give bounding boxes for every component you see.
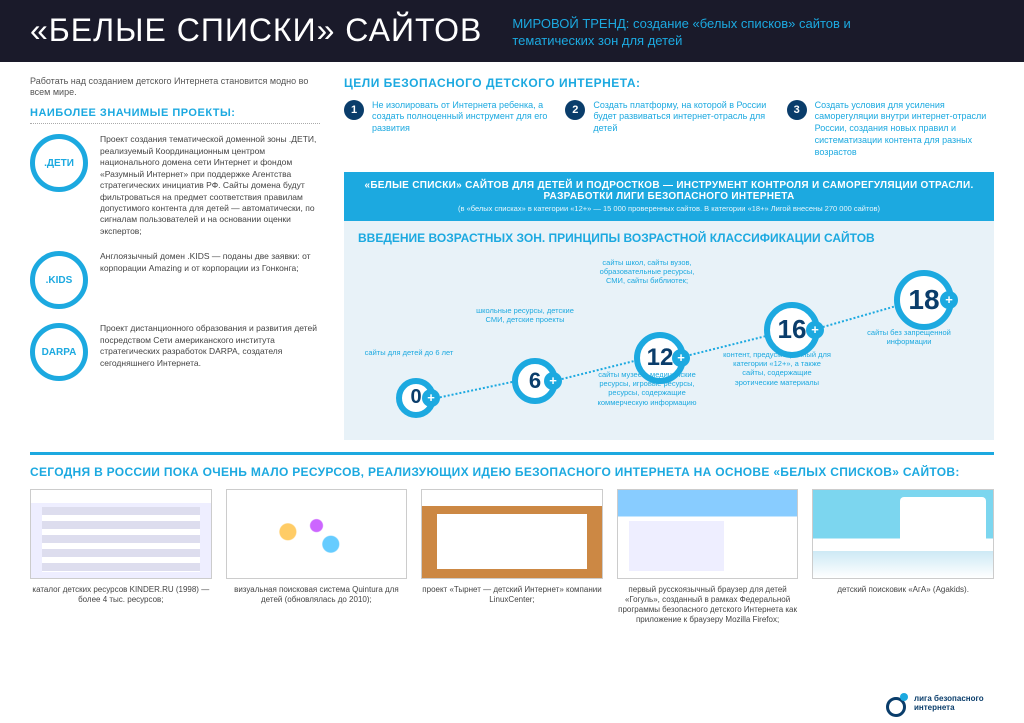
projects-title: НАИБОЛЕЕ ЗНАЧИМЫЕ ПРОЕКТЫ: [30, 107, 320, 124]
goals-row: 1 Не изолировать от Интернета ребенка, а… [344, 100, 994, 158]
bluebar-line1: «БЕЛЫЕ СПИСКИ» САЙТОВ ДЛЯ ДЕТЕЙ И ПОДРОС… [354, 180, 984, 202]
main-area: Работать над созданием детского Интернет… [0, 62, 1024, 440]
card-caption: первый русскоязычный браузер для детей «… [617, 585, 799, 625]
plus-icon: + [940, 291, 958, 309]
plus-icon: + [672, 349, 690, 367]
bottom-section: СЕГОДНЯ В РОССИИ ПОКА ОЧЕНЬ МАЛО РЕСУРСО… [0, 465, 1024, 625]
age-label: сайты для детей до 6 лет [354, 348, 464, 357]
project-badge: .KIDS [30, 251, 88, 309]
age-label: сайты музеев, медицинские ресурсы, игров… [592, 370, 702, 408]
goal-number: 2 [565, 100, 585, 120]
card-thumbnail [617, 489, 799, 579]
card-caption: каталог детских ресурсов KINDER.RU (1998… [30, 585, 212, 605]
plus-icon: + [422, 389, 440, 407]
goal-number: 1 [344, 100, 364, 120]
goal-text: Создать условия для усиления саморегуляц… [815, 100, 994, 158]
intro-text: Работать над созданием детского Интернет… [30, 76, 320, 99]
card-thumbnail [812, 489, 994, 579]
project-desc: Проект создания тематической доменной зо… [100, 134, 320, 237]
card-caption: визуальная поисковая система Quintura дл… [226, 585, 408, 605]
footer-brand: лига безопасного интернета [914, 695, 994, 713]
age-label: сайты школ, сайты вузов, образовательные… [592, 258, 702, 286]
resource-card: первый русскоязычный браузер для детей «… [617, 489, 799, 625]
resource-card: каталог детских ресурсов KINDER.RU (1998… [30, 489, 212, 625]
footer-logo: лига безопасного интернета [886, 693, 994, 715]
project-desc: Проект дистанционного образования и разв… [100, 323, 320, 369]
project-badge: DARPA [30, 323, 88, 381]
age-circle: 6+ [512, 358, 558, 404]
goal-item: 2 Создать платформу, на которой в России… [565, 100, 772, 158]
right-column: ЦЕЛИ БЕЗОПАСНОГО ДЕТСКОГО ИНТЕРНЕТА: 1 Н… [344, 76, 994, 440]
cards-row: каталог детских ресурсов KINDER.RU (1998… [30, 489, 994, 625]
goal-item: 1 Не изолировать от Интернета ребенка, а… [344, 100, 551, 158]
age-panel: «БЕЛЫЕ СПИСКИ» САЙТОВ ДЛЯ ДЕТЕЙ И ПОДРОС… [344, 172, 994, 439]
project-badge: .ДЕТИ [30, 134, 88, 192]
goal-number: 3 [787, 100, 807, 120]
resource-card: проект «Тырнет — детский Интернет» компа… [421, 489, 603, 625]
bluebar-line2: (в «белых списках» в категории «12+» — 1… [354, 204, 984, 213]
goals-title: ЦЕЛИ БЕЗОПАСНОГО ДЕТСКОГО ИНТЕРНЕТА: [344, 76, 994, 90]
logo-icon [886, 693, 908, 715]
card-caption: проект «Тырнет — детский Интернет» компа… [421, 585, 603, 605]
card-thumbnail [421, 489, 603, 579]
age-label: контент, предусмотренный для категории «… [722, 350, 832, 388]
project-desc: Англоязычный домен .KIDS — поданы две за… [100, 251, 320, 274]
project-item: .KIDS Англоязычный домен .KIDS — поданы … [30, 251, 320, 309]
card-thumbnail [226, 489, 408, 579]
page-subtitle: МИРОВОЙ ТРЕНД: создание «белых списков» … [512, 12, 872, 50]
project-item: .ДЕТИ Проект создания тематической домен… [30, 134, 320, 237]
resource-card: визуальная поисковая система Quintura дл… [226, 489, 408, 625]
left-column: Работать над созданием детского Интернет… [30, 76, 320, 440]
plus-icon: + [806, 321, 824, 339]
age-circle: 18+ [894, 270, 954, 330]
section-divider [30, 452, 994, 455]
age-label: сайты без запрещенной информации [854, 328, 964, 347]
goal-text: Не изолировать от Интернета ребенка, а с… [372, 100, 551, 135]
bluebar: «БЕЛЫЕ СПИСКИ» САЙТОВ ДЛЯ ДЕТЕЙ И ПОДРОС… [344, 172, 994, 221]
age-label: школьные ресурсы, детские СМИ, детские п… [470, 306, 580, 325]
age-circle: 0+ [396, 378, 436, 418]
card-caption: детский поисковик «АгА» (Agakids). [812, 585, 994, 595]
agezone-title: ВВЕДЕНИЕ ВОЗРАСТНЫХ ЗОН. ПРИНЦИПЫ ВОЗРАС… [344, 221, 994, 245]
goal-text: Создать платформу, на которой в России б… [593, 100, 772, 135]
card-thumbnail [30, 489, 212, 579]
plus-icon: + [544, 372, 562, 390]
project-item: DARPA Проект дистанционного образования … [30, 323, 320, 381]
goal-item: 3 Создать условия для усиления саморегул… [787, 100, 994, 158]
bottom-title: СЕГОДНЯ В РОССИИ ПОКА ОЧЕНЬ МАЛО РЕСУРСО… [30, 465, 994, 479]
agezone-chart: 0+ сайты для детей до 6 лет 6+ школьные рес… [344, 250, 994, 430]
page-title: «БЕЛЫЕ СПИСКИ» САЙТОВ [30, 12, 482, 49]
resource-card: детский поисковик «АгА» (Agakids). [812, 489, 994, 625]
header-bar: «БЕЛЫЕ СПИСКИ» САЙТОВ МИРОВОЙ ТРЕНД: соз… [0, 0, 1024, 62]
